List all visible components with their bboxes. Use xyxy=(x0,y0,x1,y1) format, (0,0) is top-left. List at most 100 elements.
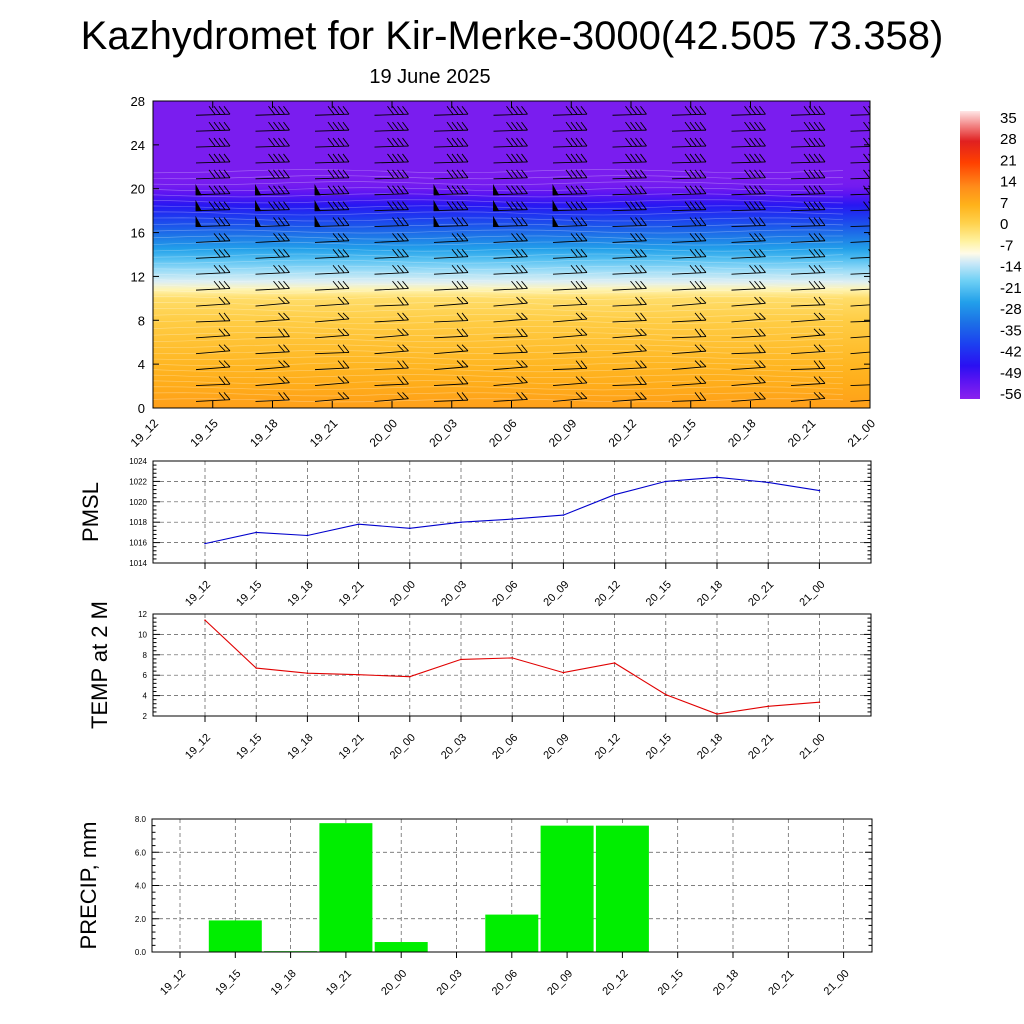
barb-shaft xyxy=(790,398,826,402)
barb-shaft xyxy=(671,161,707,164)
barb-pennant xyxy=(552,199,559,212)
barb-feather xyxy=(635,376,642,385)
data-point xyxy=(716,476,718,479)
data-point xyxy=(767,705,769,708)
colorbar-label: -42 xyxy=(1000,344,1022,361)
barb-feather xyxy=(446,105,454,115)
barb-feather xyxy=(699,105,707,115)
barb-feather xyxy=(575,328,583,336)
barb-feather xyxy=(759,344,766,353)
barb-shaft xyxy=(671,240,707,243)
y-axis-title: TEMP at 2 M xyxy=(87,601,112,729)
barb-feather xyxy=(461,392,469,401)
barb-shaft xyxy=(255,256,290,259)
x-tick-label: 20_06 xyxy=(490,968,520,998)
x-tick-label: 20_12 xyxy=(593,579,623,609)
barb-shaft xyxy=(314,367,350,371)
barb-shaft xyxy=(195,129,231,132)
barb-feather xyxy=(818,360,826,369)
y-tick-label: 1022 xyxy=(129,477,147,486)
barb-feather xyxy=(689,264,697,273)
data-point xyxy=(409,527,411,530)
barb-shaft xyxy=(314,351,350,355)
barb-shaft xyxy=(195,256,231,259)
barb-shaft xyxy=(850,351,870,355)
barb-feather xyxy=(278,153,285,163)
barb-shaft xyxy=(731,302,766,307)
barb-feather xyxy=(278,296,285,304)
barb-shaft xyxy=(433,272,469,275)
barb-feather xyxy=(223,185,231,194)
barb-feather xyxy=(694,296,702,304)
barb-feather xyxy=(461,153,469,163)
barb-shaft xyxy=(612,161,647,164)
barb-feather xyxy=(635,185,642,194)
barb-feather xyxy=(327,105,335,115)
barb-feather xyxy=(808,201,816,210)
barb-feather xyxy=(273,264,280,273)
barb-shaft xyxy=(255,177,290,180)
barb-feather xyxy=(392,264,399,273)
barb-shaft xyxy=(374,367,409,371)
barb-feather xyxy=(218,201,226,210)
barb-feather xyxy=(630,185,637,194)
barb-feather xyxy=(332,169,340,179)
barb-feather xyxy=(570,121,578,131)
barb-feather xyxy=(684,201,692,210)
barb-shaft xyxy=(195,145,231,148)
barb-feather xyxy=(699,264,707,273)
barb-feather xyxy=(521,153,528,163)
barb-feather xyxy=(575,264,583,273)
barb-feather xyxy=(874,329,880,336)
barb-feather xyxy=(516,328,523,337)
barb-feather xyxy=(213,137,221,147)
barb-feather xyxy=(511,280,518,289)
barb-shaft xyxy=(850,209,870,212)
barb-feather xyxy=(874,186,880,194)
barb-feather xyxy=(635,360,642,368)
barb-feather xyxy=(818,280,826,289)
barb-feather xyxy=(749,185,756,194)
barb-feather xyxy=(273,233,280,242)
barb-feather xyxy=(630,169,637,179)
barb-feather xyxy=(332,280,340,289)
barb-feather xyxy=(759,105,766,115)
x-tick-label: 20_03 xyxy=(439,579,469,609)
barb-feather xyxy=(640,217,647,226)
barb-feather xyxy=(342,249,350,257)
barb-feather xyxy=(223,249,231,257)
barb-feather xyxy=(218,280,226,289)
barb-feather xyxy=(451,201,459,210)
barb-feather xyxy=(565,185,573,194)
precip-panel: 0.0 2.0 4.0 6.0 8.0 19_12 19_15 19_18 19_21 20_00… xyxy=(76,815,873,998)
barb-feather xyxy=(808,185,816,194)
barb-feather xyxy=(521,185,528,194)
x-tick-label: 21_00 xyxy=(822,968,852,998)
barb-feather xyxy=(863,169,870,179)
barb-shaft xyxy=(790,129,826,132)
barb-shaft xyxy=(612,113,647,116)
data-point xyxy=(255,531,257,534)
barb-feather xyxy=(640,185,647,194)
barb-feather xyxy=(818,249,826,257)
barb-feather xyxy=(283,392,290,401)
barb-shaft xyxy=(612,209,647,212)
barb-feather xyxy=(808,249,816,257)
barb-feather xyxy=(630,233,637,242)
barb-feather xyxy=(813,344,821,352)
barb-feather xyxy=(402,392,409,399)
barb-feather xyxy=(818,137,826,147)
barb-shaft xyxy=(195,113,231,116)
barb-feather xyxy=(516,217,523,226)
barb-feather xyxy=(575,201,583,210)
barb-shaft xyxy=(671,382,707,386)
barb-feather xyxy=(818,296,826,306)
barb-feather xyxy=(565,153,573,163)
x-tick-label: 20_03 xyxy=(439,732,469,762)
barb-feather xyxy=(818,217,826,226)
barb-feather xyxy=(813,233,821,242)
barb-feather xyxy=(754,264,761,273)
barb-feather xyxy=(208,153,216,163)
barb-shaft xyxy=(433,302,469,307)
barb-shaft xyxy=(790,304,826,307)
